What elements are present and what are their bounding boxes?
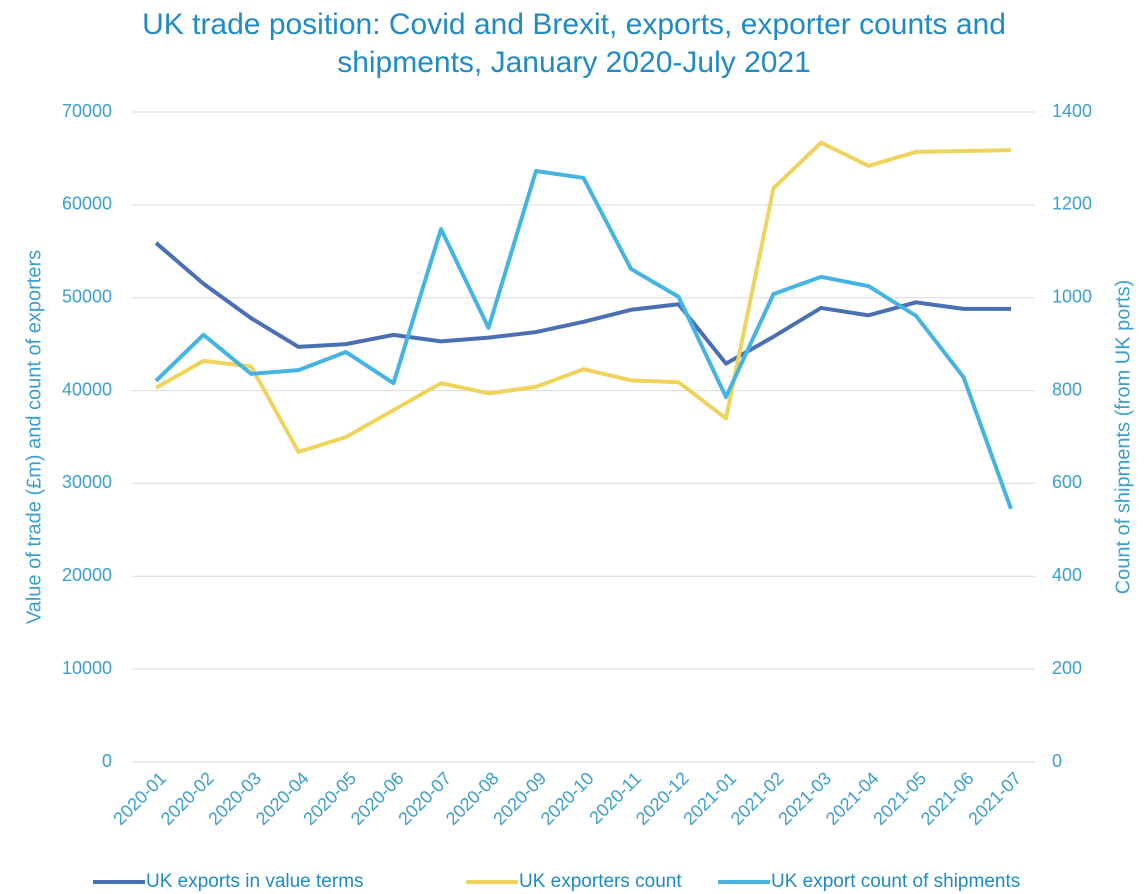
y2-tick-label: 0 — [1052, 751, 1062, 771]
y-tick-label: 0 — [102, 751, 112, 771]
y-tick-label: 30000 — [62, 472, 112, 492]
x-tick-label: 2021-07 — [964, 768, 1025, 829]
y2-tick-label: 600 — [1052, 472, 1082, 492]
x-tick-label: 2020-10 — [537, 768, 598, 829]
legend-label: UK exporters count — [519, 871, 682, 892]
y-tick-label: 50000 — [62, 286, 112, 306]
y2-axis-label: Count of shipments (from UK ports) — [1112, 280, 1134, 595]
y2-tick-label: 1400 — [1052, 101, 1092, 121]
chart-title: UK trade position: Covid and Brexit, exp… — [142, 8, 1006, 79]
series-line — [155, 140, 1012, 454]
legend-label: UK export count of shipments — [771, 871, 1020, 892]
legend-label: UK exports in value terms — [146, 871, 364, 892]
y2-tick-label: 800 — [1052, 379, 1082, 399]
y-tick-label: 10000 — [62, 658, 112, 678]
y2-tick-label: 1000 — [1052, 286, 1092, 306]
y-tick-label: 20000 — [62, 565, 112, 585]
y2-tick-label: 400 — [1052, 565, 1082, 585]
y-axis-label: Value of trade (£m) and count of exporte… — [23, 250, 45, 624]
series-line — [154, 168, 1013, 510]
y-tick-label: 40000 — [62, 379, 112, 399]
y2-tick-label: 200 — [1052, 658, 1082, 678]
series-line — [154, 241, 1011, 366]
y2-tick-label: 1200 — [1052, 194, 1092, 214]
y-tick-label: 70000 — [62, 101, 112, 121]
y-tick-label: 60000 — [62, 194, 112, 214]
